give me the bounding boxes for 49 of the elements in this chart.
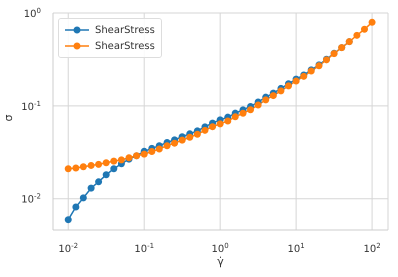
point [368,18,376,26]
point [194,130,201,138]
point [80,194,87,202]
point [88,162,95,169]
point [201,126,208,134]
point [360,26,368,33]
point [277,87,284,94]
x-tick-label: 10$^{-2}$ [58,242,78,255]
point [72,164,80,172]
point [148,148,156,156]
y-tick-label: 10$^{0}$ [24,7,41,20]
x-axis-title: γ̇ [217,255,224,268]
point [178,136,186,144]
point [353,32,360,39]
point [156,145,163,152]
point [270,92,277,100]
point [224,117,232,124]
x-tick-label: 10$^{1}$ [288,242,305,255]
point [102,171,110,178]
legend-label: ShearStress [95,40,155,52]
point [140,150,148,158]
point [247,106,254,114]
point [240,110,247,117]
point [110,158,118,165]
legend-label: ShearStress [95,24,155,36]
point [171,140,178,147]
y-tick-label: 10$^{-1}$ [21,100,41,113]
y-axis-title: σ [2,114,15,122]
point [209,123,216,130]
point [102,159,110,166]
point [64,216,72,224]
point [110,165,118,172]
point [216,120,224,128]
point [80,163,87,170]
point [88,184,95,192]
x-tick-label: 10$^{-1}$ [134,242,154,255]
point [72,204,80,211]
x-tick-label: 10$^{2}$ [363,242,381,255]
point [262,96,270,104]
point [164,142,171,150]
x-tick-label: 10$^{0}$ [212,242,229,255]
point [64,165,72,172]
point [95,178,102,186]
point [95,160,102,168]
point [118,156,125,164]
y-tick-label: 10$^{-2}$ [21,192,41,206]
point [232,113,239,120]
point [186,134,194,141]
point [254,102,262,109]
